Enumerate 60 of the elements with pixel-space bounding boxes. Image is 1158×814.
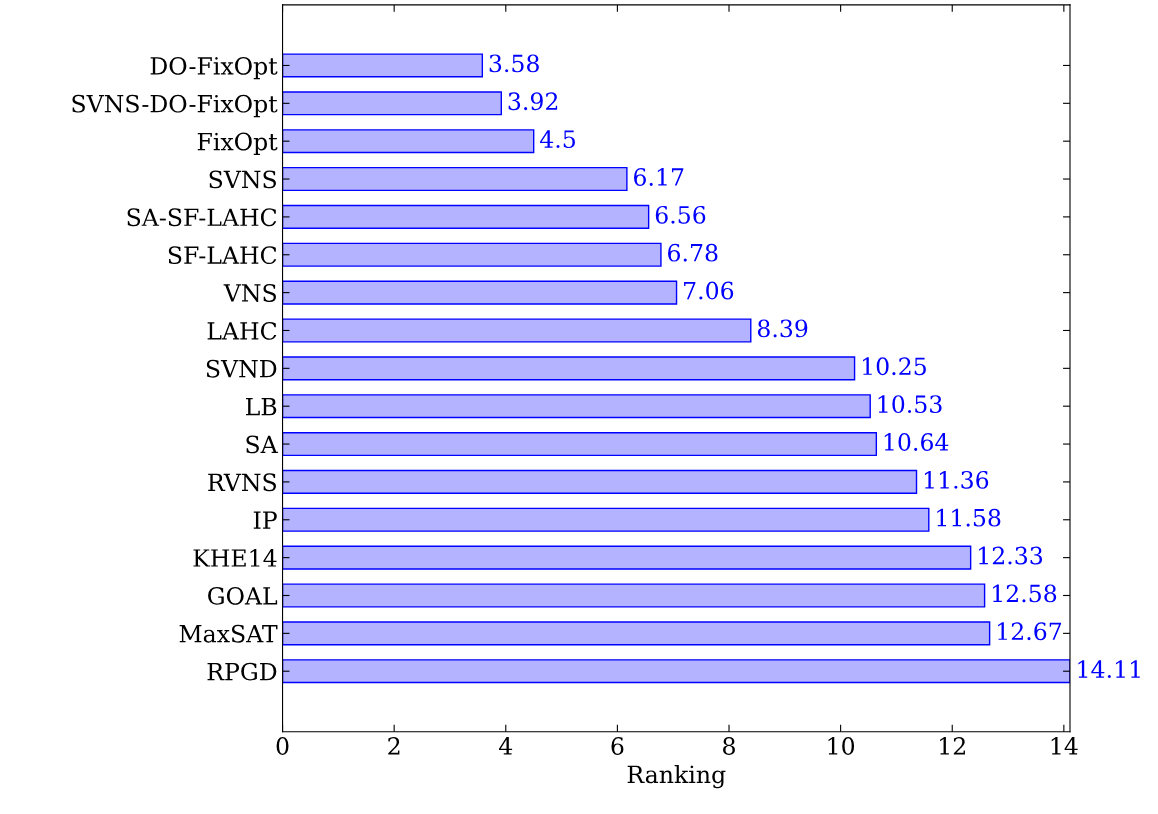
y-tick-label: RVNS: [208, 473, 276, 492]
data-label: 14.11: [1078, 660, 1140, 679]
bar: [282, 280, 678, 305]
bar: [282, 621, 991, 646]
data-label: 6.56: [655, 205, 706, 224]
y-tick-label: SF-LAHC: [168, 246, 277, 265]
bar: [282, 91, 503, 116]
data-label: 12.33: [979, 546, 1043, 565]
data-label: 10.25: [863, 357, 926, 376]
y-tick-label: SA: [246, 435, 278, 454]
x-tick-label: 4: [499, 737, 513, 755]
data-label: 12.58: [993, 584, 1057, 603]
bar: [282, 166, 628, 192]
data-label: 10.64: [884, 433, 949, 451]
data-label: 12.67: [998, 622, 1062, 641]
bar: [282, 129, 535, 154]
y-tick-label: SA-SF-LAHC: [127, 208, 277, 227]
y-tick-label: VNS: [223, 284, 276, 302]
bar: [282, 204, 650, 229]
y-tick-label: LB: [245, 397, 277, 416]
bar: [282, 53, 484, 78]
bar: [282, 659, 1070, 684]
x-tick-label: 6: [611, 737, 624, 755]
y-tick-label: SVND: [206, 359, 277, 378]
y-tick-label: IP: [253, 511, 277, 529]
data-label: 10.53: [878, 395, 942, 414]
data-label: 6.78: [668, 243, 718, 262]
y-tick-label: MaxSAT: [179, 624, 278, 643]
data-label: 7.06: [684, 281, 734, 300]
x-axis-title: Ranking: [627, 765, 726, 789]
x-tick-label: 10: [828, 737, 855, 755]
y-tick-label: SVNS-DO-FixOpt: [72, 94, 278, 118]
bar: [282, 507, 930, 532]
bar: [282, 394, 871, 419]
bar: [282, 356, 856, 381]
x-tick-label: 2: [388, 737, 400, 755]
bar: [282, 242, 662, 267]
data-label: 11.58: [937, 508, 1001, 527]
data-label: 3.58: [489, 54, 539, 73]
bar: [282, 318, 752, 343]
data-label: 6.17: [634, 168, 684, 186]
y-tick-label: LAHC: [207, 321, 277, 340]
y-tick-label: GOAL: [208, 586, 278, 605]
data-label: 8.39: [757, 319, 808, 338]
bar: [282, 583, 986, 608]
data-label: 3.92: [508, 92, 558, 111]
data-label: 4.5: [539, 130, 575, 149]
y-tick-label: RPGD: [207, 662, 277, 681]
x-tick-label: 8: [723, 737, 735, 755]
bar: [282, 469, 918, 494]
x-tick-label: 14: [1051, 737, 1078, 755]
x-tick-label: 12: [940, 737, 965, 755]
y-tick-label: DO-FixOpt: [150, 56, 278, 80]
y-tick-label: KHE14: [193, 549, 277, 567]
y-tick-label: SVNS: [209, 170, 276, 189]
bar: [282, 545, 972, 570]
bar: [282, 432, 878, 457]
data-label: 11.36: [924, 470, 989, 489]
x-tick-label: 0: [276, 737, 289, 755]
y-tick-label: FixOpt: [197, 132, 278, 156]
